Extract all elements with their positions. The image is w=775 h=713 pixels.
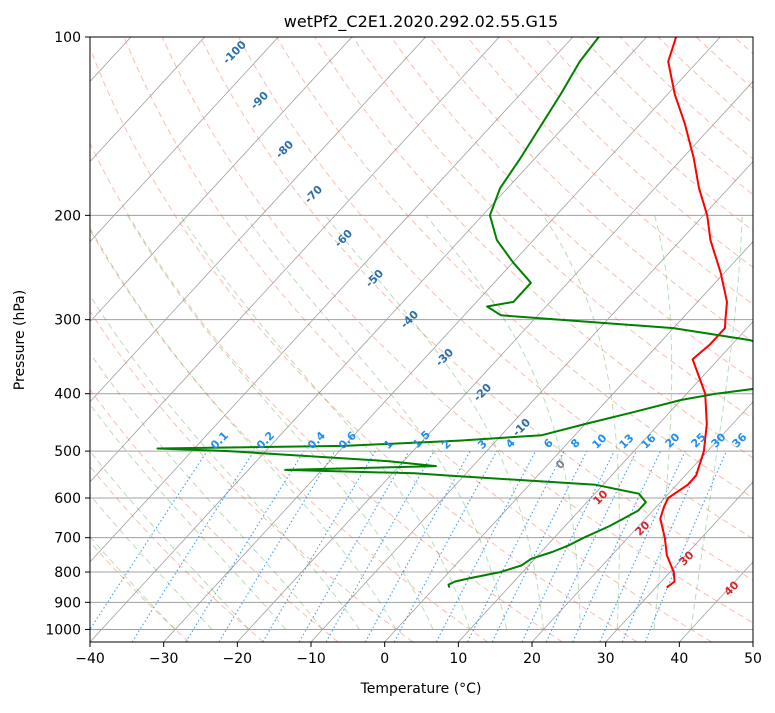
x-tick-label: −10: [296, 651, 326, 667]
x-tick-label: 10: [449, 651, 467, 667]
x-tick-label: −40: [75, 651, 105, 667]
y-tick-label: 1000: [45, 622, 81, 638]
y-tick-label: 700: [54, 531, 81, 547]
x-tick-label: 20: [523, 651, 541, 667]
y-axis-label: Pressure (hPa): [12, 290, 28, 390]
x-tick-label: −30: [149, 651, 179, 667]
x-tick-label: 0: [380, 651, 389, 667]
x-axis-label: Temperature (°C): [360, 681, 482, 697]
y-tick-label: 300: [54, 313, 81, 329]
x-tick-label: 50: [744, 651, 762, 667]
y-tick-label: 500: [54, 444, 81, 460]
y-tick-label: 400: [54, 387, 81, 403]
y-tick-label: 100: [54, 30, 81, 46]
plot-background: [90, 37, 753, 642]
x-tick-label: −20: [223, 651, 253, 667]
chart-title: wetPf2_C2E1.2020.292.02.55.G15: [284, 12, 558, 32]
x-tick-label: 30: [597, 651, 615, 667]
y-tick-label: 900: [54, 595, 81, 611]
y-tick-label: 600: [54, 491, 81, 507]
y-tick-label: 200: [54, 208, 81, 224]
y-tick-label: 800: [54, 565, 81, 581]
x-tick-label: 40: [670, 651, 688, 667]
